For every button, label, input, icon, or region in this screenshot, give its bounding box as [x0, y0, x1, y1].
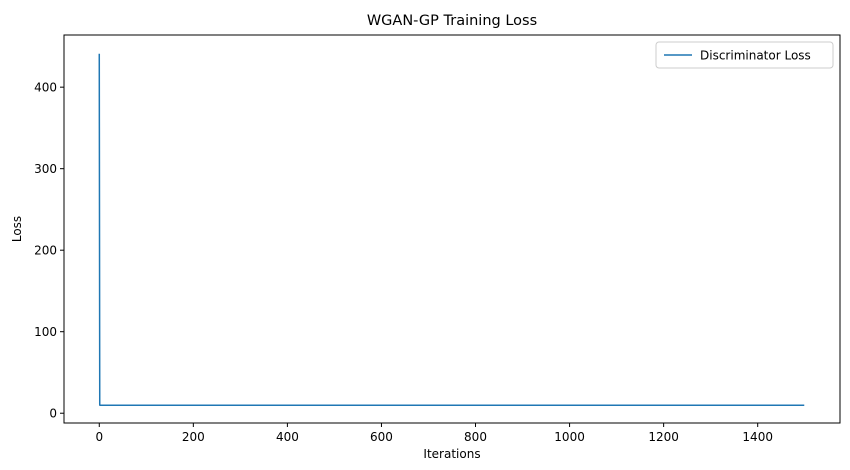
- series-line-discriminator-loss: [98, 53, 805, 407]
- x-tick-label: 1000: [554, 430, 585, 444]
- y-tick-label: 200: [34, 244, 57, 258]
- x-tick-label: 400: [276, 430, 299, 444]
- legend-box: [655, 41, 834, 69]
- y-axis: 0 100 200 300 400: [34, 81, 64, 421]
- series-layer: [98, 53, 805, 407]
- plot-frame: [63, 34, 841, 424]
- x-tick-label: 600: [370, 430, 393, 444]
- x-axis-label: Iterations: [423, 447, 480, 461]
- y-axis-label: Loss: [10, 216, 24, 242]
- y-tick-label: 300: [34, 162, 57, 176]
- y-tick-label: 400: [34, 81, 57, 95]
- chart-title: WGAN-GP Training Loss: [367, 13, 537, 29]
- legend-label-discriminator-loss: Discriminator Loss: [700, 49, 811, 63]
- x-tick-label: 1400: [742, 430, 773, 444]
- x-tick-label: 200: [182, 430, 205, 444]
- x-axis: 0 200 400 600 800 1000 1200 1400: [95, 423, 773, 444]
- x-tick-label: 0: [95, 430, 103, 444]
- x-tick-label: 1200: [648, 430, 679, 444]
- x-tick-label: 800: [464, 430, 487, 444]
- y-tick-label: 100: [34, 325, 57, 339]
- legend: Discriminator Loss: [655, 41, 834, 69]
- y-tick-label: 0: [49, 407, 57, 421]
